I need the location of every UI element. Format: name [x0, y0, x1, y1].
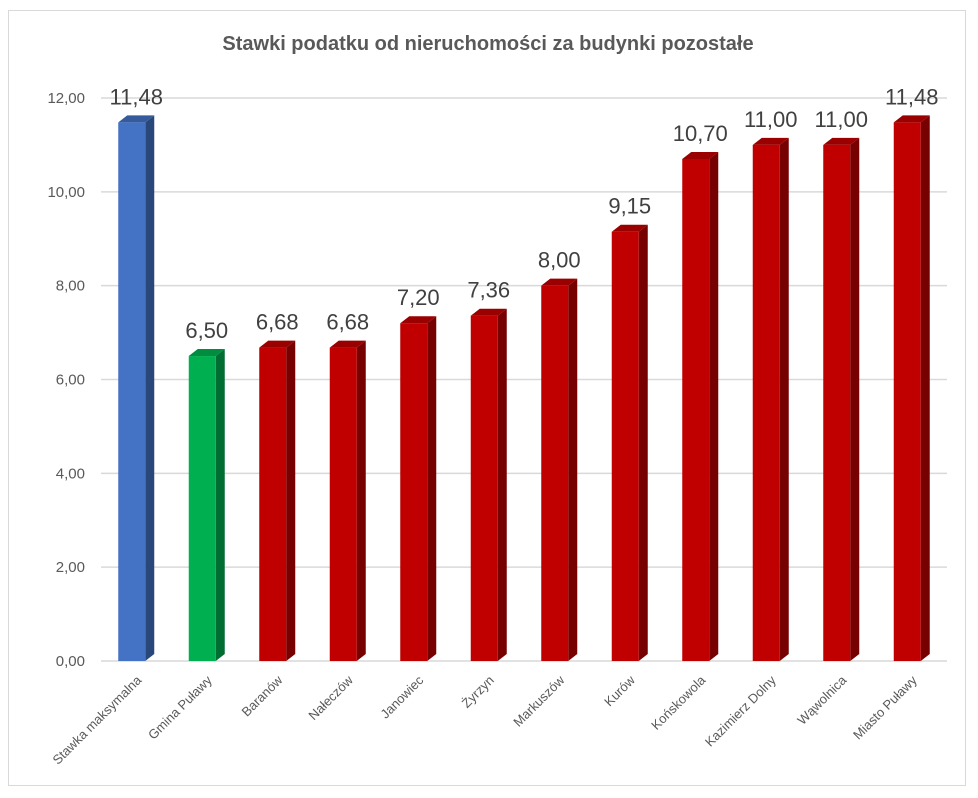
bar-top [682, 151, 719, 159]
bar-top [893, 115, 930, 123]
chart-frame: Stawki podatku od nieruchomości za budyn… [8, 10, 966, 786]
bar-top [541, 278, 578, 286]
x-tick-label: Nałeczów [305, 672, 356, 723]
chart-title: Stawki podatku od nieruchomości za budyn… [222, 33, 754, 55]
data-label: 10,70 [673, 121, 728, 146]
bar [752, 144, 780, 661]
x-tick-label: Gmina Puławy [145, 672, 215, 742]
data-label: 11,00 [815, 107, 868, 132]
data-label: 7,36 [467, 278, 510, 303]
bar-side [145, 115, 155, 661]
bar-top [400, 316, 437, 324]
bar-top [118, 115, 155, 123]
bar [541, 285, 569, 661]
data-label: 11,48 [110, 84, 163, 109]
bar-side [638, 224, 648, 661]
bar-side [215, 349, 225, 661]
y-tick-label: 8,00 [56, 278, 85, 295]
bar [611, 231, 639, 661]
bar-top [259, 340, 296, 348]
data-label: 6,68 [326, 310, 369, 335]
bar-side [427, 316, 437, 661]
x-tick-label: Wąwolnica [794, 672, 850, 728]
data-label: 9,15 [608, 194, 651, 219]
x-tick-label: Janowiec [377, 672, 426, 721]
bar-side [286, 340, 296, 661]
bar [823, 144, 851, 661]
y-tick-label: 6,00 [56, 372, 85, 389]
bar-top [188, 349, 225, 357]
bar-side [709, 151, 719, 661]
bar [188, 356, 216, 661]
y-tick-label: 4,00 [56, 465, 85, 482]
x-tick-label: Żyrzyn [459, 673, 497, 711]
bar [470, 315, 498, 661]
data-label: 6,68 [256, 310, 299, 335]
data-label: 11,00 [744, 107, 797, 132]
bar-top [470, 308, 507, 316]
data-label: 6,50 [185, 318, 228, 343]
bar [682, 158, 710, 661]
x-tick-label: Końskowola [648, 672, 709, 733]
x-tick-label: Stawka maksymalna [49, 672, 144, 767]
x-tick-label: Kazimierz Dolny [702, 672, 779, 749]
y-tick-label: 12,00 [47, 90, 85, 107]
bar-top [611, 224, 648, 232]
data-label: 8,00 [538, 248, 581, 273]
bar-side [920, 115, 930, 661]
bar-side [850, 137, 860, 662]
x-tick-label: Kurów [601, 672, 638, 709]
bar [329, 347, 357, 661]
x-tick-label: Miasto Puławy [850, 672, 920, 742]
bar-side [779, 137, 789, 662]
data-label: 7,20 [397, 285, 440, 310]
bar [893, 122, 921, 661]
y-tick-label: 0,00 [56, 653, 85, 670]
bar-top [752, 137, 789, 145]
bar-side [497, 308, 507, 661]
bar [118, 122, 146, 661]
y-tick-label: 10,00 [47, 184, 85, 201]
bar-top [329, 340, 366, 348]
x-tick-label: Baranów [238, 672, 285, 719]
bar [400, 323, 428, 661]
bar-side [568, 278, 578, 661]
bar-chart: 0,00 2,00 4,00 6,00 8,00 10,00 12,00 11,48 Stawk… [47, 84, 947, 767]
bar [259, 347, 287, 661]
data-label: 11,48 [885, 84, 938, 109]
bar-side [356, 340, 366, 661]
bar-top [823, 137, 860, 145]
x-tick-label: Markuszów [510, 672, 568, 730]
y-tick-label: 2,00 [56, 559, 85, 576]
